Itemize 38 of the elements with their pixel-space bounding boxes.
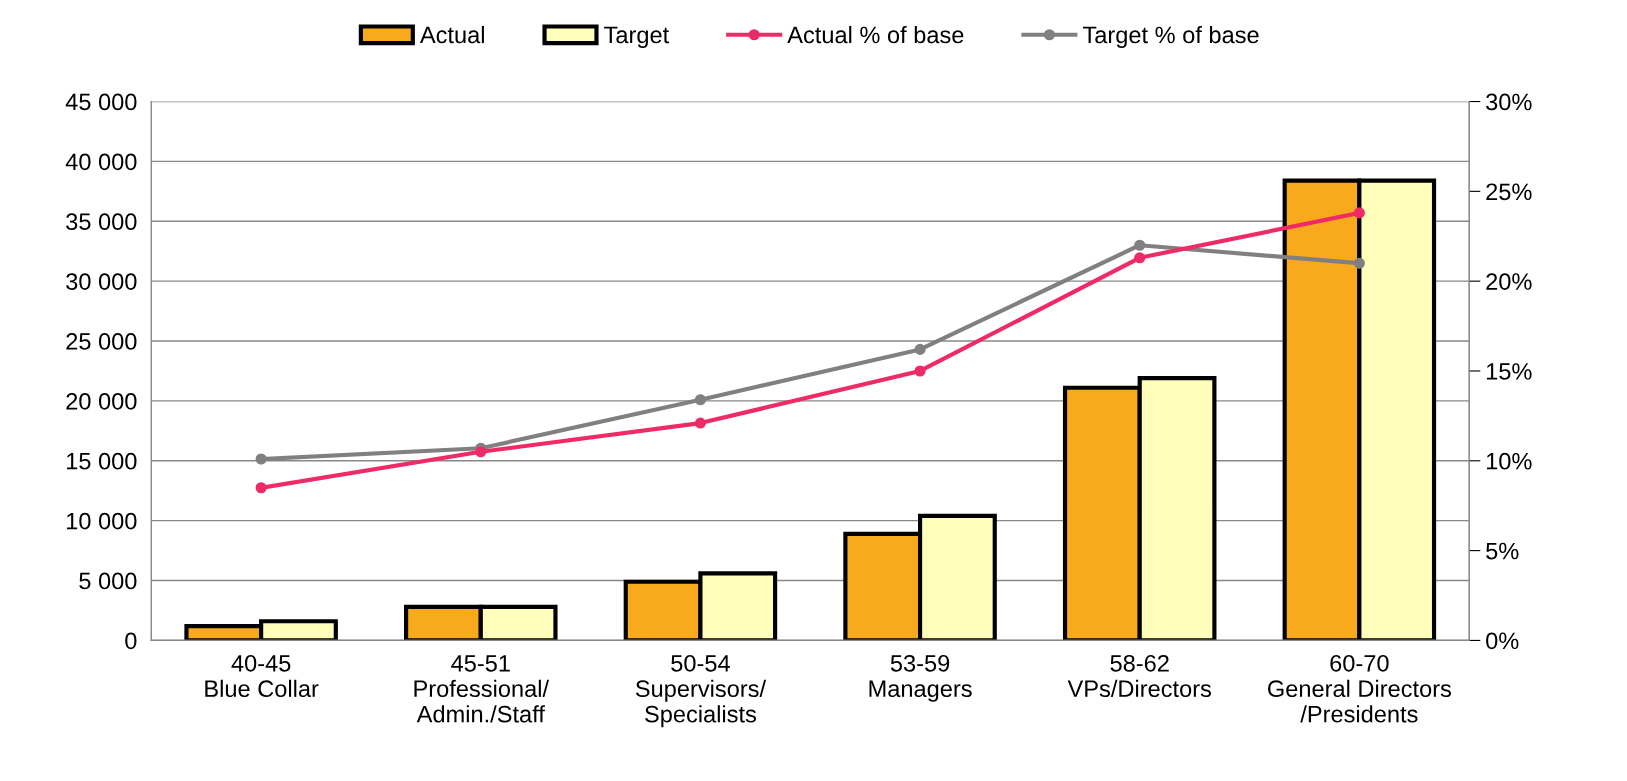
y2-tick-label: 20% [1486, 273, 1532, 290]
y2-tick-label: 25% [1486, 183, 1532, 201]
point [694, 394, 706, 406]
point [1353, 257, 1365, 269]
legend-label: Actual [419, 25, 484, 44]
point [255, 453, 267, 465]
y-tick-label: 45 000 [65, 93, 137, 111]
y-tick-label: 20 000 [66, 392, 137, 410]
x-tick-label: 45-51 Professional/ Admin./Staff [414, 655, 550, 723]
y2-tick-label: 5% [1486, 542, 1519, 560]
point [1353, 207, 1365, 219]
y-tick-label: 15 000 [67, 452, 137, 470]
y-tick-label: 35 000 [66, 213, 137, 231]
y-tick-label: 10 000 [67, 512, 137, 530]
x-tick-label: 40-45 Blue Collar [205, 654, 319, 698]
point [1134, 239, 1146, 251]
point [1134, 252, 1146, 264]
y-tick-label: 0 [125, 632, 137, 650]
y-tick-label: 40 000 [65, 153, 137, 171]
point [694, 417, 706, 429]
y-tick-label: 25 000 [66, 333, 137, 350]
y2-tick-label: 0% [1486, 632, 1519, 650]
legend-label: Target [604, 26, 670, 48]
y-tick-label: 30 000 [66, 273, 137, 290]
x-tick-label: 60-70 General Directors /Presidents [1268, 654, 1452, 723]
y-tick-label: 5 000 [79, 572, 137, 590]
legend-label: Target % of base [1082, 25, 1259, 48]
point [914, 343, 926, 355]
legend-label: Actual % of base [787, 25, 964, 44]
x-tick-label: 50-54 Supervisors/ Specialists [635, 654, 767, 728]
x-tick-label: 58-62 VPs/Directors [1067, 654, 1212, 698]
y2-tick-label: 10% [1486, 452, 1532, 470]
point [255, 482, 267, 494]
y2-tick-label: 30% [1486, 93, 1532, 111]
point [475, 446, 487, 458]
x-tick-label: 53-59 Managers [869, 654, 972, 702]
y2-tick-label: 15% [1486, 363, 1532, 380]
point [914, 365, 926, 377]
